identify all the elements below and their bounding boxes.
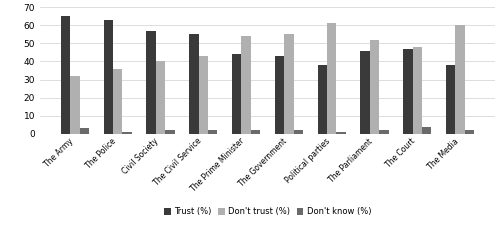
- Bar: [465, 130, 474, 134]
- Bar: [446, 65, 456, 134]
- Bar: [122, 132, 132, 134]
- Bar: [113, 69, 122, 134]
- Bar: [275, 56, 284, 134]
- Bar: [242, 36, 251, 134]
- Bar: [327, 23, 336, 134]
- Bar: [380, 130, 388, 134]
- Bar: [80, 128, 89, 134]
- Bar: [70, 76, 80, 134]
- Bar: [403, 49, 412, 134]
- Bar: [104, 20, 113, 134]
- Bar: [412, 47, 422, 134]
- Bar: [208, 130, 218, 134]
- Bar: [294, 130, 303, 134]
- Bar: [456, 25, 465, 134]
- Bar: [189, 34, 198, 134]
- Bar: [165, 130, 174, 134]
- Bar: [336, 132, 346, 134]
- Bar: [318, 65, 327, 134]
- Bar: [232, 54, 241, 134]
- Legend: Trust (%), Don't trust (%), Don't know (%): Trust (%), Don't trust (%), Don't know (…: [160, 204, 374, 220]
- Bar: [251, 130, 260, 134]
- Bar: [370, 40, 380, 134]
- Bar: [60, 16, 70, 134]
- Bar: [422, 127, 432, 134]
- Bar: [360, 51, 370, 134]
- Bar: [198, 56, 208, 134]
- Bar: [284, 34, 294, 134]
- Bar: [146, 31, 156, 134]
- Bar: [156, 61, 165, 134]
